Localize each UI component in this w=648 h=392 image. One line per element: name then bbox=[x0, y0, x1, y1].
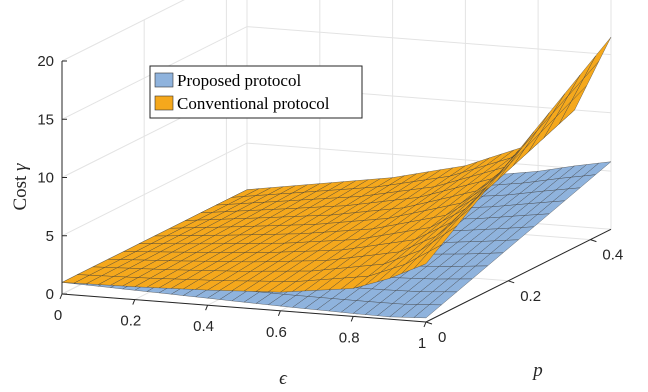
z-tick-label: 15 bbox=[37, 111, 54, 128]
x-axis-line bbox=[61, 293, 427, 323]
y-tick-label: 0.2 bbox=[520, 288, 541, 305]
z-axis-label: Cost γ bbox=[10, 163, 31, 211]
legend-label-proposed: Proposed protocol bbox=[177, 71, 301, 90]
z-gridline bbox=[61, 0, 185, 62]
surface-conventional bbox=[61, 36, 612, 293]
legend-swatch-proposed bbox=[154, 72, 174, 88]
x-tick-label: 0.2 bbox=[120, 313, 141, 330]
z-tick-label: 20 bbox=[37, 53, 54, 70]
x-tick-mark bbox=[350, 316, 354, 322]
x-tick-label: 0.8 bbox=[339, 329, 360, 346]
back-wall bbox=[247, 0, 611, 230]
z-tick-label: 10 bbox=[37, 170, 54, 187]
y-tick-label: 0.4 bbox=[602, 247, 623, 264]
x-tick-label: 0.4 bbox=[193, 318, 214, 335]
legend-label-conventional: Conventional protocol bbox=[177, 94, 330, 113]
x-axis-label: ϵ bbox=[279, 368, 288, 389]
surface-patch bbox=[413, 244, 442, 269]
y-tick-mark bbox=[508, 280, 515, 284]
x-tick-label: 1 bbox=[418, 335, 426, 352]
y-axis-label: p bbox=[531, 360, 543, 381]
legend: Proposed protocol Conventional protocol bbox=[149, 65, 363, 119]
x-tick-mark bbox=[59, 293, 63, 300]
x-tick-mark bbox=[205, 305, 209, 311]
legend-swatch-conventional bbox=[154, 95, 174, 111]
surfaces bbox=[61, 36, 612, 319]
x-tick-mark bbox=[277, 310, 281, 316]
surface-patch bbox=[413, 304, 442, 319]
z-tick-label: 0 bbox=[46, 286, 54, 303]
x-tick-label: 0 bbox=[54, 307, 62, 324]
z-tick-label: 5 bbox=[46, 228, 54, 245]
y-axis-line bbox=[425, 228, 612, 323]
y-tick-mark bbox=[425, 321, 433, 325]
y-tick-mark bbox=[590, 239, 597, 243]
x-tick-mark bbox=[423, 321, 427, 328]
x-tick-mark bbox=[132, 299, 136, 305]
legend-box bbox=[149, 65, 363, 119]
x-tick-label: 0.6 bbox=[266, 324, 287, 341]
y-tick-label: 0 bbox=[438, 329, 446, 346]
